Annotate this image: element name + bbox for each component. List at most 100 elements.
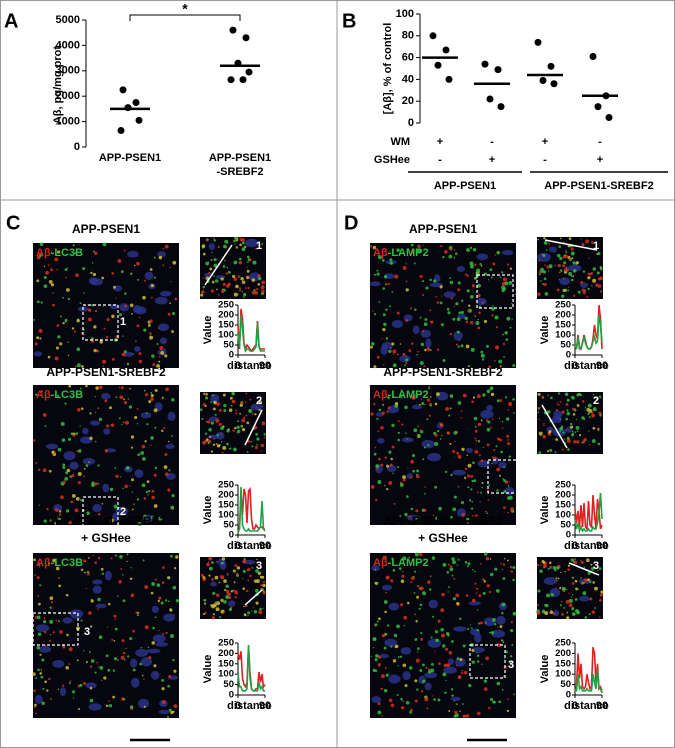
- speck: [263, 433, 266, 436]
- speck: [449, 567, 454, 572]
- speck: [410, 459, 414, 464]
- speck: [476, 394, 481, 399]
- speck: [241, 280, 246, 284]
- speck: [506, 316, 511, 321]
- speck: [561, 586, 566, 591]
- speck: [44, 425, 47, 427]
- speck: [161, 700, 166, 704]
- speck: [35, 677, 38, 680]
- speck: [371, 342, 375, 346]
- speck: [129, 637, 133, 641]
- nucleus: [477, 459, 490, 468]
- speck: [474, 315, 477, 317]
- speck: [454, 252, 458, 256]
- speck: [547, 410, 551, 414]
- stain-red: Aβ: [36, 247, 51, 259]
- speck: [52, 631, 55, 634]
- speck: [565, 417, 568, 421]
- speck: [87, 317, 92, 322]
- speck: [542, 253, 546, 257]
- speck: [435, 516, 440, 521]
- micrograph-bg: [33, 553, 179, 718]
- speck: [588, 430, 590, 432]
- speck: [405, 361, 408, 365]
- speck: [594, 586, 598, 591]
- speck: [600, 590, 604, 594]
- speck: [572, 413, 576, 416]
- speck: [236, 425, 240, 429]
- x-tick-label: 0: [572, 700, 578, 712]
- profile-trace: [237, 314, 265, 353]
- speck: [256, 565, 259, 568]
- y-tick-label: 200: [218, 490, 234, 501]
- speck: [556, 402, 559, 404]
- speck: [43, 519, 47, 523]
- speck: [582, 439, 586, 444]
- speck: [498, 474, 501, 477]
- speck: [380, 463, 384, 467]
- speck: [78, 243, 80, 246]
- speck: [387, 624, 390, 627]
- speck: [463, 670, 468, 675]
- speck: [430, 636, 433, 639]
- speck: [396, 693, 399, 696]
- speck: [233, 239, 236, 243]
- speck: [259, 607, 262, 611]
- speck: [124, 304, 127, 308]
- speck: [508, 480, 511, 483]
- speck: [387, 396, 391, 399]
- speck: [561, 600, 563, 603]
- speck: [211, 561, 214, 565]
- speck: [469, 261, 474, 266]
- speck: [105, 654, 109, 658]
- speck: [35, 461, 38, 464]
- speck: [83, 475, 86, 478]
- speck: [244, 401, 247, 403]
- speck: [258, 276, 262, 281]
- speck: [397, 431, 400, 434]
- speck: [213, 258, 217, 262]
- speck: [440, 423, 444, 427]
- speck: [59, 342, 63, 346]
- speck: [425, 666, 428, 669]
- stain-label: Aβ-LC3B: [36, 247, 83, 259]
- micrograph: [536, 236, 603, 299]
- speck: [68, 647, 73, 652]
- speck: [442, 562, 447, 567]
- speck: [500, 562, 503, 565]
- speck: [462, 644, 466, 648]
- speck: [216, 593, 220, 597]
- speck: [496, 681, 501, 686]
- speck: [135, 340, 137, 342]
- speck: [97, 556, 101, 560]
- speck: [538, 259, 541, 262]
- speck: [507, 698, 509, 700]
- speck: [559, 237, 562, 240]
- speck: [591, 411, 594, 414]
- speck: [417, 249, 422, 254]
- y-tick-label: 250: [555, 300, 571, 311]
- speck: [471, 479, 474, 483]
- speck: [154, 578, 157, 581]
- speck: [451, 640, 454, 643]
- nucleus: [154, 296, 168, 305]
- speck: [215, 279, 219, 283]
- speck: [559, 430, 561, 433]
- speck: [218, 581, 221, 584]
- speck: [159, 345, 164, 350]
- nucleus: [63, 451, 76, 461]
- speck: [471, 598, 476, 603]
- speck: [154, 616, 157, 619]
- speck: [400, 389, 403, 391]
- profile-trace: [574, 646, 603, 692]
- speck: [251, 290, 256, 295]
- speck: [208, 428, 212, 432]
- speck: [143, 678, 145, 681]
- speck: [40, 390, 44, 393]
- x-tick-label: 0: [235, 540, 241, 552]
- nucleus: [102, 483, 110, 493]
- speck: [227, 428, 230, 431]
- speck: [55, 566, 60, 571]
- speck: [554, 264, 557, 267]
- speck: [136, 408, 139, 410]
